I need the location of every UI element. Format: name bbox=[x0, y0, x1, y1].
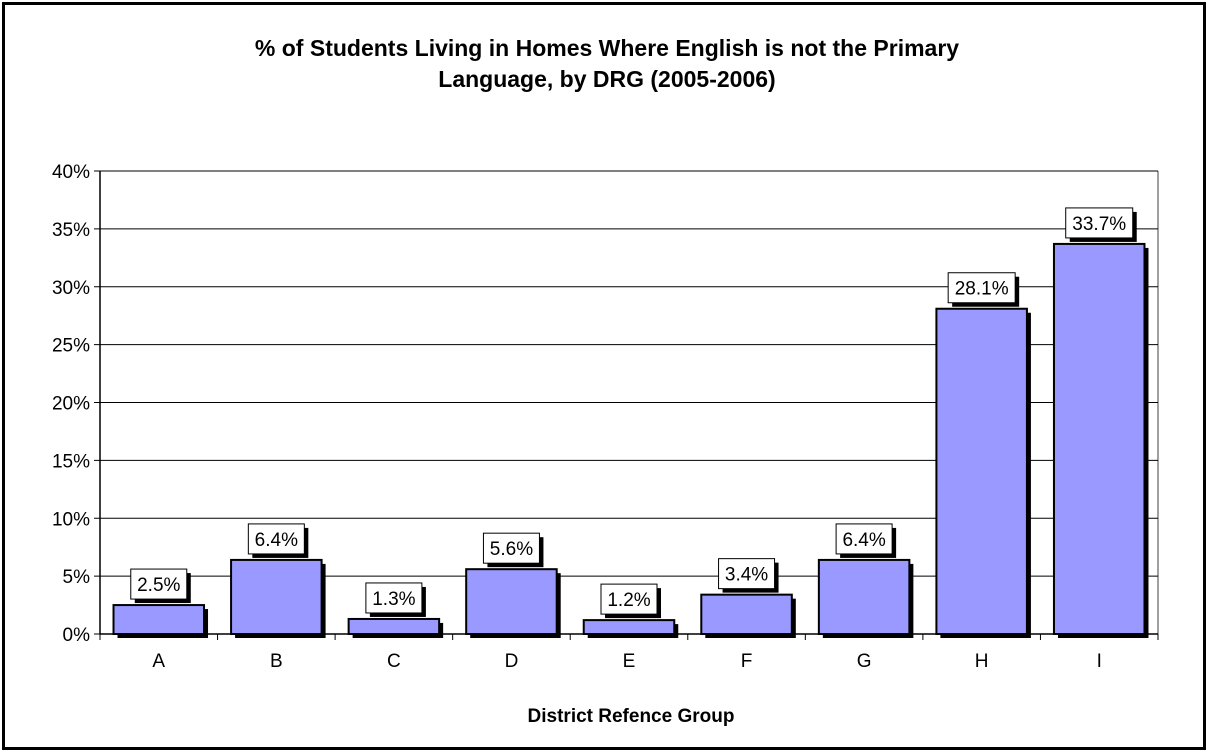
data-label-box bbox=[947, 272, 1016, 304]
x-tick-label: H bbox=[975, 651, 989, 672]
data-label: 1.2% bbox=[607, 590, 650, 611]
data-label-box bbox=[1065, 207, 1134, 239]
data-label: 33.7% bbox=[1072, 214, 1126, 235]
bar bbox=[465, 568, 558, 635]
data-label: 2.5% bbox=[137, 575, 180, 596]
data-label: 6.4% bbox=[842, 530, 885, 551]
y-tick-label: 0% bbox=[63, 625, 91, 646]
data-label-box bbox=[600, 583, 658, 615]
bar bbox=[817, 558, 911, 635]
data-label: 3.4% bbox=[725, 565, 768, 586]
y-tick-label: 40% bbox=[52, 162, 90, 183]
y-tick-label: 25% bbox=[52, 336, 90, 357]
x-tick-label: I bbox=[1097, 651, 1102, 672]
data-labels: 2.5% 6.4% 1.3% 5.6% 1.2% 3.4% 6.4% 28.1% 33.7% bbox=[130, 207, 1137, 619]
data-label-box bbox=[482, 532, 540, 564]
x-tick-label: B bbox=[270, 651, 283, 672]
data-label: 1.3% bbox=[372, 589, 415, 610]
y-tick-label: 10% bbox=[52, 509, 90, 530]
axes: 0% 5% 10% 15% 20% 25% 30% 35% 40% A B C D E F G H I bbox=[52, 162, 1159, 672]
x-tick-label: C bbox=[387, 651, 401, 672]
bar bbox=[347, 617, 441, 636]
x-tick-label: E bbox=[623, 651, 636, 672]
data-label-box bbox=[835, 523, 893, 555]
data-label: 6.4% bbox=[255, 530, 298, 551]
x-tick-label: F bbox=[741, 651, 753, 672]
bar bbox=[112, 604, 206, 635]
x-axis-label: District Refence Group bbox=[528, 706, 735, 727]
y-tick-label: 5% bbox=[63, 567, 91, 588]
data-label-box bbox=[247, 523, 305, 555]
chart-title-line-1: % of Students Living in Homes Where Engl… bbox=[255, 35, 959, 61]
bar bbox=[582, 619, 676, 635]
data-label: 5.6% bbox=[490, 539, 533, 560]
y-tick-label: 15% bbox=[52, 451, 90, 472]
y-tick-label: 30% bbox=[52, 278, 90, 299]
x-tick-label: G bbox=[857, 651, 872, 672]
bar bbox=[700, 593, 793, 636]
x-tick-label: D bbox=[505, 651, 519, 672]
y-tick-label: 35% bbox=[52, 220, 90, 241]
bar bbox=[1052, 242, 1146, 636]
x-tick-label: A bbox=[152, 651, 165, 672]
bars bbox=[112, 242, 1149, 639]
y-tick-label: 20% bbox=[52, 394, 90, 415]
bar bbox=[935, 307, 1028, 635]
data-label-box bbox=[718, 558, 776, 590]
data-label-box bbox=[365, 582, 423, 614]
chart: % of Students Living in Homes Where Engl… bbox=[52, 35, 1159, 727]
data-label: 28.1% bbox=[955, 279, 1009, 300]
data-label-box bbox=[130, 568, 188, 600]
chart-title-line-2: Language, by DRG (2005-2006) bbox=[438, 66, 775, 92]
bar bbox=[230, 558, 323, 635]
